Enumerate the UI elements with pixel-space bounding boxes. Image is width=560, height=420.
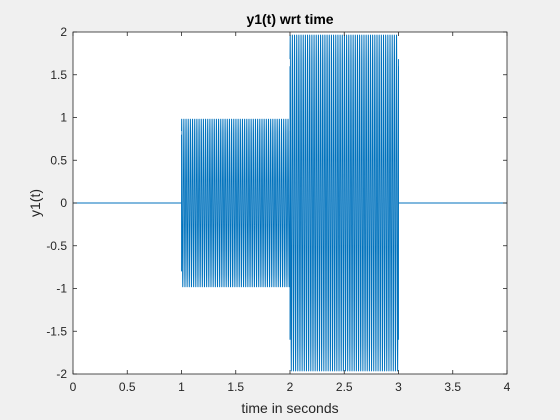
y-tick-label: 0.5 bbox=[50, 153, 67, 167]
series-segment bbox=[289, 34, 399, 372]
x-tick-label: 0 bbox=[70, 380, 77, 394]
y-axis-ticks: -2 -1.5 -1 -0.5 0 0.5 1 1.5 2 bbox=[46, 25, 507, 381]
y-axis-label: y1(t) bbox=[27, 189, 43, 217]
y-tick-label: -1.5 bbox=[46, 324, 67, 338]
series-segment bbox=[181, 118, 291, 288]
y-tick-label: 1 bbox=[60, 111, 67, 125]
x-tick-label: 2.5 bbox=[336, 380, 353, 394]
y-tick-label: -1 bbox=[56, 282, 67, 296]
x-tick-label: 2 bbox=[287, 380, 294, 394]
x-axis-ticks: 0 0.5 1 1.5 2 2.5 3 3.5 4 bbox=[70, 32, 511, 394]
x-tick-label: 0.5 bbox=[119, 380, 136, 394]
series-layer bbox=[73, 34, 507, 372]
x-tick-label: 3 bbox=[395, 380, 402, 394]
y-tick-label: 1.5 bbox=[50, 68, 67, 82]
y-tick-label: 0 bbox=[60, 196, 67, 210]
x-tick-label: 4 bbox=[504, 380, 511, 394]
y-tick-label: -2 bbox=[56, 367, 67, 381]
x-tick-label: 3.5 bbox=[444, 380, 461, 394]
y-tick-label: -0.5 bbox=[46, 239, 67, 253]
x-tick-label: 1 bbox=[178, 380, 185, 394]
chart-title: y1(t) wrt time bbox=[246, 11, 333, 27]
x-tick-label: 1.5 bbox=[227, 380, 244, 394]
y-tick-label: 2 bbox=[60, 25, 67, 39]
x-axis-label: time in seconds bbox=[241, 400, 338, 416]
